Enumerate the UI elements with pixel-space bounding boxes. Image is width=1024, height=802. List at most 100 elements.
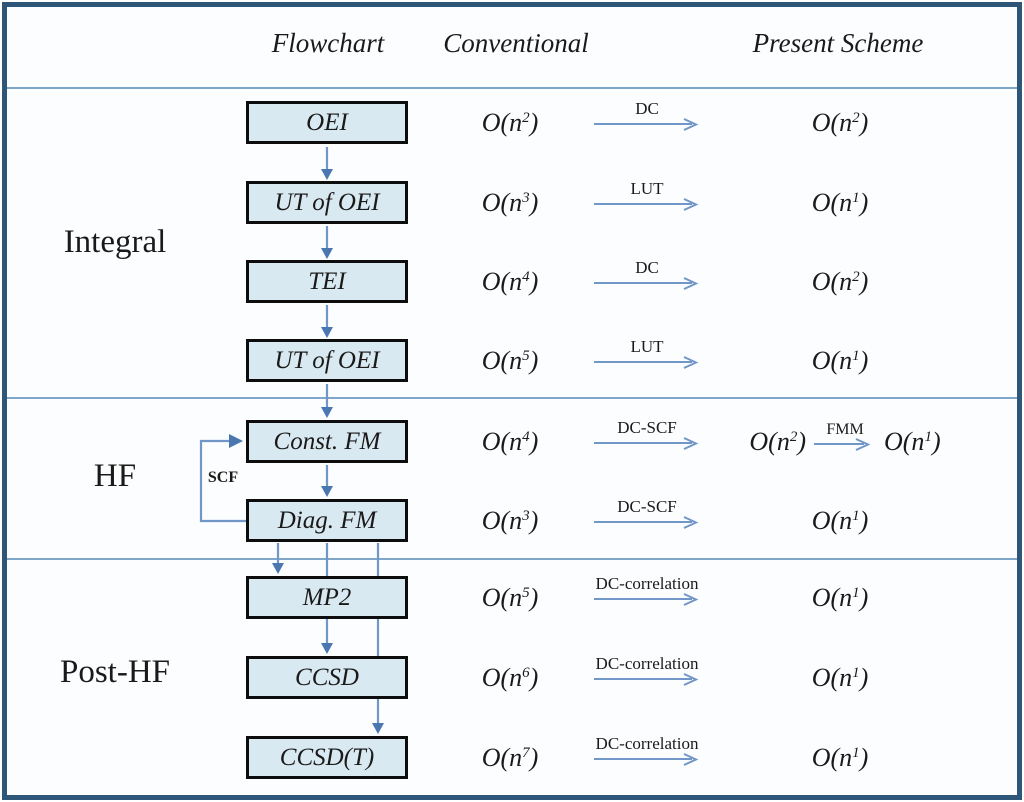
transform-arrow: LUT (584, 337, 710, 369)
conventional-complexity: O(n5) (445, 339, 575, 382)
transform-arrow-label: DC (635, 99, 659, 118)
right-arrow-icon (594, 198, 699, 211)
transform-arrow-label: DC (635, 258, 659, 277)
bigo-exponent: 4 (522, 269, 530, 285)
transform-arrow-label: FMM (826, 420, 864, 438)
method-row: CCSD(T) O(n7) DC-correlation O(n1) (0, 734, 1024, 779)
bigo-prefix: O(n (811, 346, 853, 375)
scf-loop-label: SCF (207, 469, 239, 486)
flow-box: MP2 (246, 576, 408, 619)
method-row: OEI O(n2) DC O(n2) (0, 99, 1024, 144)
bigo-suffix: ) (529, 506, 539, 535)
bigo-suffix: ) (931, 426, 941, 456)
flow-box-label: UT of OEI (274, 346, 380, 374)
transform-arrow: DC-correlation (584, 574, 710, 606)
bigo-exponent: 3 (522, 190, 530, 206)
flow-box-label: Diag. FM (277, 506, 377, 534)
transform-arrow: LUT (584, 179, 710, 211)
flow-box: Const. FM (246, 420, 408, 463)
method-row: UT of OEI O(n3) LUT O(n1) (0, 179, 1024, 224)
present-complexity-chain: O(n2) FMM O(n1) (715, 420, 975, 463)
flow-box-label: CCSD (295, 663, 359, 691)
bigo-prefix: O(n (481, 583, 523, 612)
present-complexity: O(n1) (775, 736, 905, 779)
bigo-exponent: 1 (852, 348, 860, 364)
flow-box-label: MP2 (302, 583, 352, 611)
bigo-suffix: ) (859, 663, 869, 692)
method-row: UT of OEI O(n5) LUT O(n1) (0, 337, 1024, 382)
right-arrow-icon (594, 673, 699, 686)
flow-box: OEI (246, 101, 408, 144)
bigo-exponent: 1 (924, 428, 932, 445)
bigo-prefix: O(n (749, 426, 790, 456)
bigo-exponent: 2 (522, 110, 530, 126)
conventional-complexity: O(n4) (445, 260, 575, 303)
bigo-suffix: ) (859, 506, 869, 535)
bigo-exponent: 5 (522, 348, 530, 364)
transform-arrow: DC-correlation (584, 654, 710, 686)
transform-arrow: DC-correlation (584, 734, 710, 766)
conventional-complexity: O(n3) (445, 181, 575, 224)
method-row: CCSD O(n6) DC-correlation O(n1) (0, 654, 1024, 699)
section-label-integral: Integral (63, 224, 167, 260)
section-divider (7, 397, 1017, 399)
present-complexity: O(n1) (775, 656, 905, 699)
bigo-prefix: O(n (811, 583, 853, 612)
bigo-suffix: ) (859, 267, 869, 296)
transform-arrow-label: DC-correlation (595, 654, 699, 673)
bigo-prefix: O(n (811, 743, 853, 772)
bigo-prefix: O(n (481, 743, 523, 772)
method-row: Diag. FM O(n3) DC-SCF O(n1) (0, 497, 1024, 542)
conventional-complexity: O(n2) (445, 101, 575, 144)
conventional-complexity: O(n5) (445, 576, 575, 619)
bigo-prefix: O(n (811, 663, 853, 692)
bigo-prefix: O(n (481, 108, 523, 137)
transform-arrow-label: LUT (630, 337, 664, 356)
bigo-exponent: 1 (852, 665, 860, 681)
bigo-suffix: ) (529, 346, 539, 375)
method-row: MP2 O(n5) DC-correlation O(n1) (0, 574, 1024, 619)
present-complexity: O(n2) (775, 260, 905, 303)
bigo-exponent: 2 (852, 110, 860, 126)
flow-box-label: TEI (308, 267, 346, 295)
flow-box: UT of OEI (246, 181, 408, 224)
bigo-exponent: 6 (522, 665, 530, 681)
bigo-suffix: ) (529, 583, 539, 612)
right-arrow-icon (814, 437, 871, 451)
right-arrow-icon (594, 437, 699, 450)
conventional-complexity: O(n6) (445, 656, 575, 699)
transform-arrow-label: DC-SCF (617, 497, 677, 516)
present-complexity: O(n1) (775, 576, 905, 619)
bigo-suffix: ) (859, 108, 869, 137)
flow-box-label: Const. FM (273, 427, 381, 455)
bigo-suffix: ) (859, 188, 869, 217)
bigo-exponent: 5 (522, 585, 530, 601)
bigo-exponent: 4 (522, 429, 530, 445)
column-header-conventional: Conventional (443, 28, 589, 58)
transform-arrow-label: DC-correlation (595, 574, 699, 593)
bigo-prefix: O(n (481, 506, 523, 535)
bigo-exponent: 2 (789, 428, 798, 445)
section-divider (7, 558, 1017, 560)
bigo-suffix: ) (529, 188, 539, 217)
conventional-complexity: O(n3) (445, 499, 575, 542)
flow-box-label: CCSD(T) (279, 743, 375, 771)
section-divider (7, 87, 1017, 89)
right-arrow-icon (594, 753, 699, 766)
column-header-present-scheme: Present Scheme (752, 28, 924, 58)
bigo-prefix: O(n (481, 346, 523, 375)
conventional-complexity: O(n7) (445, 736, 575, 779)
bigo-prefix: O(n (481, 427, 523, 456)
transform-arrow: DC (584, 99, 710, 131)
bigo-suffix: ) (859, 583, 869, 612)
section-label-post-hf: Post-HF (59, 654, 171, 690)
section-label-hf: HF (93, 458, 137, 494)
bigo-suffix: ) (529, 267, 539, 296)
bigo-prefix: O(n (481, 188, 523, 217)
bigo-suffix: ) (529, 663, 539, 692)
bigo-exponent: 1 (852, 745, 860, 761)
conventional-complexity: O(n4) (445, 420, 575, 463)
transform-arrow: DC-SCF (584, 497, 710, 529)
transform-arrow: DC-SCF (584, 418, 710, 450)
